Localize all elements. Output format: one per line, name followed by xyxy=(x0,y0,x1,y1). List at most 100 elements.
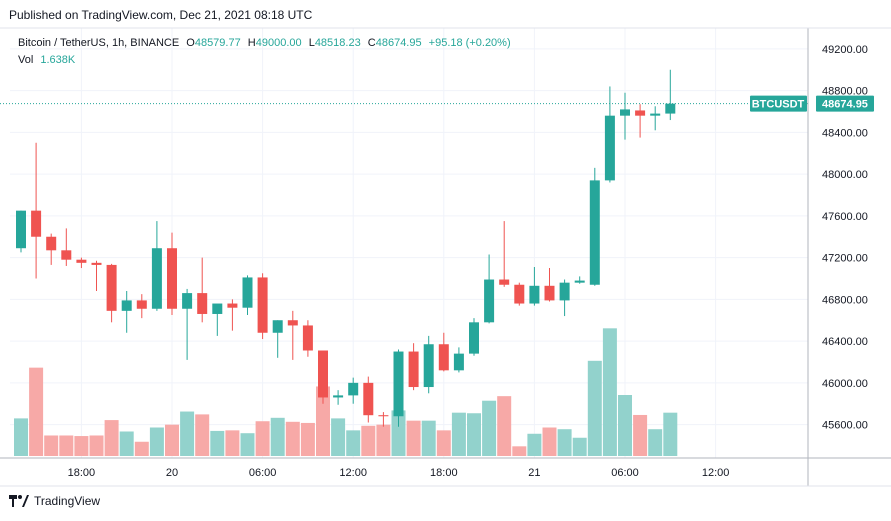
candle-body xyxy=(61,250,72,260)
price-tag-value: 48674.95 xyxy=(822,99,868,111)
candle-body xyxy=(76,259,87,263)
volume-bar xyxy=(663,412,678,456)
candle-body xyxy=(272,320,283,333)
footer: TradingView xyxy=(9,494,100,508)
axes: 45600.00 46000.00 46400.00 46800.00 47200.00… xyxy=(0,27,891,487)
candle-body xyxy=(620,109,630,116)
volume-bar xyxy=(467,413,481,456)
volume-bar xyxy=(225,430,240,456)
candle-body xyxy=(167,248,177,309)
candle-body xyxy=(484,279,495,323)
volume-bar xyxy=(316,386,330,456)
candle-body xyxy=(182,293,193,309)
y-tick-label: 47600.00 xyxy=(822,211,868,223)
volume-bars xyxy=(14,328,678,456)
x-tick-label: 20 xyxy=(166,467,178,479)
volume-bar xyxy=(527,433,542,456)
candle-body xyxy=(453,353,464,371)
volume-bar xyxy=(165,424,179,456)
candle-body xyxy=(499,279,510,285)
x-tick-label: 21 xyxy=(528,467,540,479)
candle-body xyxy=(151,248,162,309)
volume-bar xyxy=(29,367,44,456)
legend-volume: Vol 1.638K xyxy=(18,54,79,66)
price-tag-symbol-box xyxy=(750,95,807,112)
grid-lines xyxy=(10,28,808,458)
volume-bar xyxy=(134,441,149,456)
volume-bar xyxy=(451,412,466,456)
candle-body xyxy=(650,113,661,116)
candle-body xyxy=(408,351,419,388)
candle-body xyxy=(423,344,434,388)
candle-body xyxy=(16,210,26,249)
price-tag: BTCUSDT 48674.95 xyxy=(750,95,874,112)
legend-symbol: Bitcoin / TetherUS, 1h, BINANCE xyxy=(18,37,180,49)
candle-body xyxy=(559,282,570,301)
volume-bar xyxy=(255,421,270,456)
candles xyxy=(16,69,676,427)
candle-body xyxy=(136,300,147,309)
volume-bar xyxy=(406,420,421,456)
tradingview-logo-icon xyxy=(9,495,29,507)
volume-bar xyxy=(270,417,285,456)
volume-bar xyxy=(482,400,497,456)
volume-bar xyxy=(149,427,164,456)
volume-bar xyxy=(587,360,602,456)
volume-bar xyxy=(361,425,376,456)
candle-body xyxy=(287,320,298,326)
y-tick-label: 48800.00 xyxy=(822,86,868,98)
y-tick-label: 46800.00 xyxy=(822,294,868,306)
candle-body xyxy=(91,262,102,265)
volume-bar xyxy=(436,430,451,456)
candle-body xyxy=(635,110,646,116)
volume-bar xyxy=(195,414,210,456)
x-tick-label: 06:00 xyxy=(249,467,277,479)
y-tick-label: 46000.00 xyxy=(822,378,868,390)
candle-body xyxy=(393,351,404,417)
candle-body xyxy=(469,322,479,354)
y-tick-label: 49200.00 xyxy=(822,44,868,56)
candle-body xyxy=(212,303,223,314)
candle-body xyxy=(106,264,117,311)
volume-bar xyxy=(300,422,315,456)
volume-bar xyxy=(74,436,89,456)
candle-body xyxy=(665,103,676,114)
price-tag-value-box xyxy=(816,95,874,112)
volume-bar xyxy=(648,429,663,456)
candle-body xyxy=(604,115,615,181)
candle-body xyxy=(31,210,42,237)
candle-body xyxy=(348,382,359,396)
legend-close-value: 48674.95 xyxy=(375,37,422,49)
volume-bar xyxy=(285,421,300,456)
legend-low-label: L xyxy=(308,37,315,49)
volume-bar xyxy=(421,420,436,456)
volume-bar xyxy=(119,431,134,456)
candle-body xyxy=(589,180,600,285)
x-tick-label: 06:00 xyxy=(611,467,639,479)
legend-ohlc: Bitcoin / TetherUS, 1h, BINANCE O48579.7… xyxy=(18,37,515,49)
candle-body xyxy=(363,382,374,416)
x-tick-label: 18:00 xyxy=(430,467,458,479)
volume-bar xyxy=(572,437,587,456)
volume-bar xyxy=(391,410,406,456)
price-tag-symbol: BTCUSDT xyxy=(752,99,805,111)
volume-bar xyxy=(331,418,346,456)
legend-open-value: 48579.77 xyxy=(194,37,241,49)
candle-body xyxy=(544,285,555,301)
y-tick-label: 47200.00 xyxy=(822,253,868,265)
candle-body xyxy=(333,395,344,398)
x-tick-label: 18:00 xyxy=(68,467,96,479)
legend-vol-label: Vol xyxy=(18,54,34,66)
volume-bar xyxy=(104,420,119,456)
volume-bar xyxy=(346,430,361,456)
candle-body xyxy=(257,277,268,333)
volume-bar xyxy=(210,430,225,456)
volume-bar xyxy=(180,411,195,456)
volume-bar xyxy=(376,424,391,456)
volume-bar xyxy=(542,427,557,456)
candle-body xyxy=(302,325,313,351)
candle-body xyxy=(242,277,253,308)
legend-high-value: 49000.00 xyxy=(255,37,302,49)
legend-change: +95.18 (+0.20%) xyxy=(428,37,511,49)
